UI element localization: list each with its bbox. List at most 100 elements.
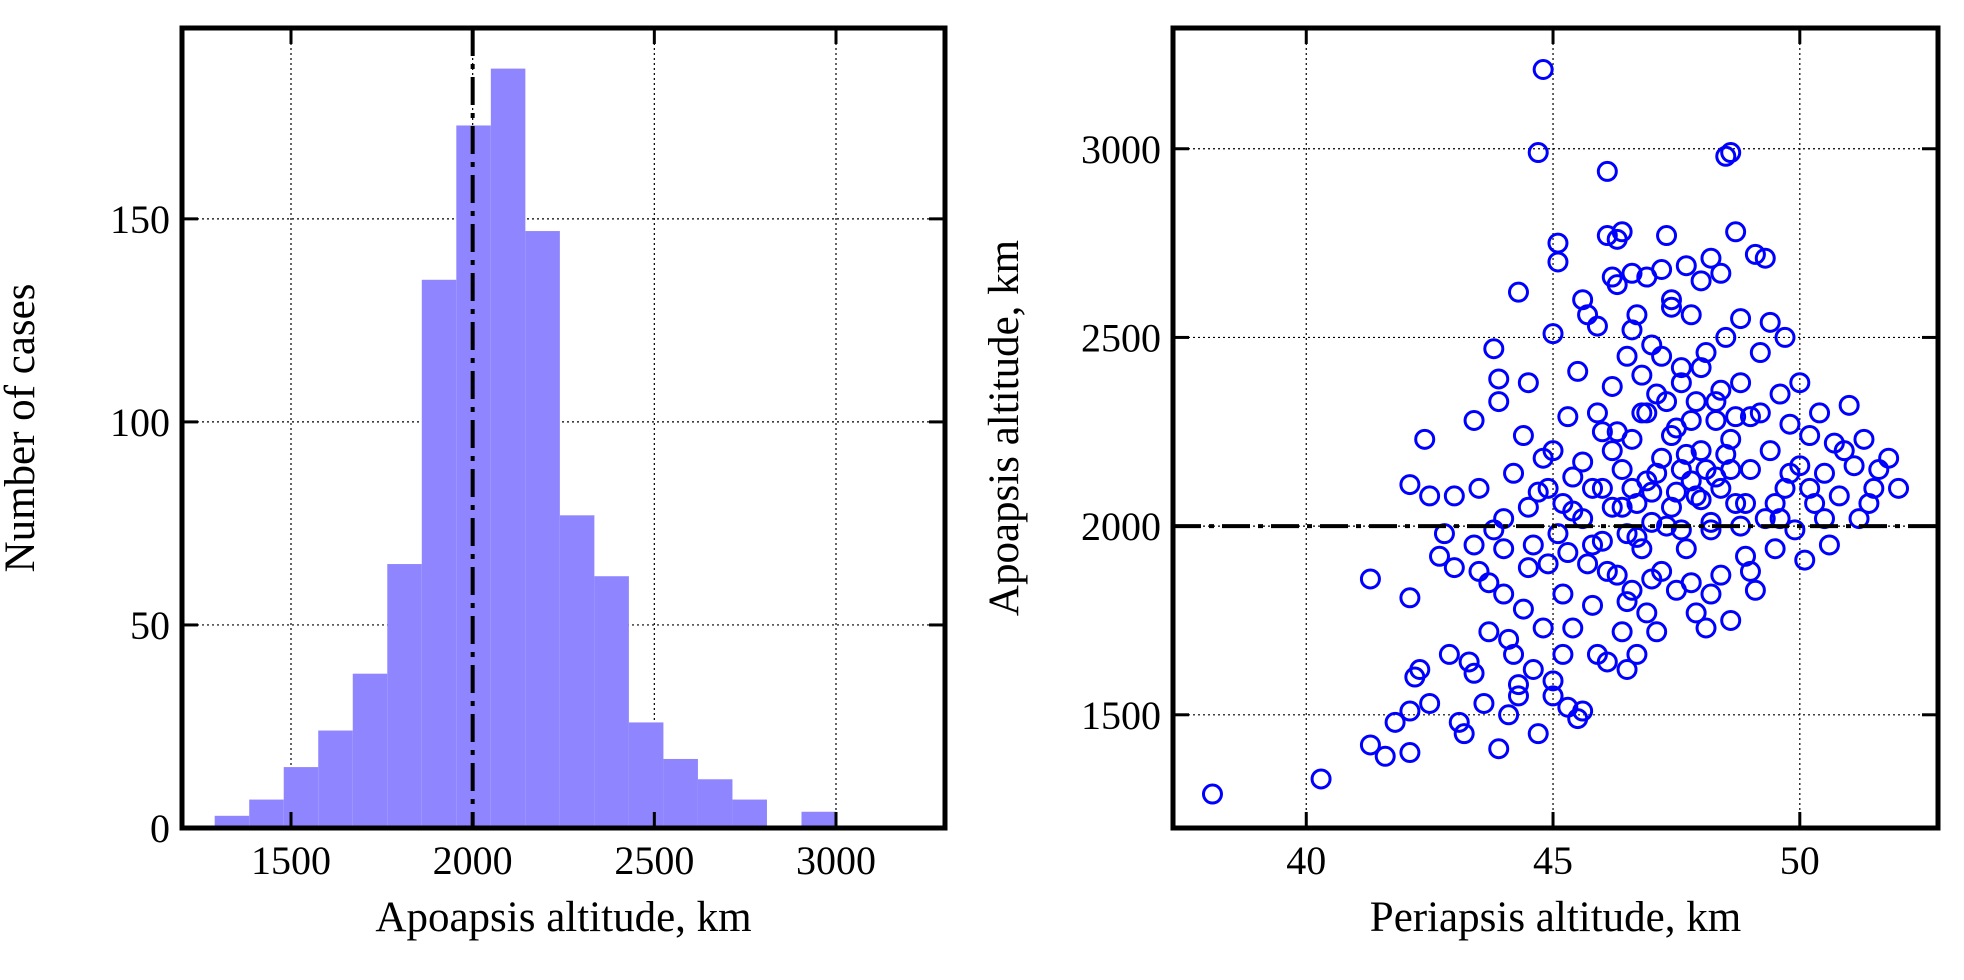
scatter-point bbox=[1547, 232, 1569, 254]
scatter-point bbox=[1537, 553, 1559, 575]
scatter-point bbox=[1517, 372, 1539, 394]
histogram-x-tick-labels: 1500 2000 2500 3000 bbox=[251, 838, 876, 883]
scatter-point bbox=[1596, 651, 1618, 673]
scatter-point bbox=[1463, 534, 1485, 556]
scatter-point bbox=[1779, 413, 1801, 435]
histogram-bar bbox=[663, 758, 698, 828]
scatter-point bbox=[1799, 425, 1821, 447]
scatter-point bbox=[1710, 564, 1732, 586]
scatter-point bbox=[1705, 409, 1727, 431]
scatter-point bbox=[1419, 485, 1441, 507]
scatter-point bbox=[1567, 360, 1589, 382]
scatter-point bbox=[1468, 477, 1490, 499]
scatter-point bbox=[1641, 481, 1663, 503]
scatter-point bbox=[1527, 142, 1549, 164]
histogram-bars bbox=[214, 68, 836, 829]
scatter-point bbox=[1715, 145, 1737, 167]
scatter-point bbox=[1680, 304, 1702, 326]
scatter-point bbox=[1493, 538, 1515, 560]
scatter-point bbox=[1478, 621, 1500, 643]
scatter-point bbox=[1749, 402, 1771, 424]
scatter-point bbox=[1695, 617, 1717, 639]
scatter-point bbox=[1483, 338, 1505, 360]
scatter-point bbox=[1735, 492, 1757, 514]
scatter-point bbox=[1843, 455, 1865, 477]
y-tick-label: 2000 bbox=[1081, 504, 1161, 549]
scatter-point bbox=[1572, 451, 1594, 473]
scatter-point bbox=[1675, 538, 1697, 560]
scatter-point bbox=[1527, 723, 1549, 745]
scatter-point bbox=[1680, 572, 1702, 594]
scatter-point bbox=[1853, 428, 1875, 450]
scatter-point bbox=[1310, 768, 1332, 790]
scatter-point bbox=[1685, 391, 1707, 413]
histogram-bar bbox=[594, 576, 629, 828]
scatter-point bbox=[1720, 142, 1742, 164]
histogram-frame bbox=[179, 25, 948, 831]
scatter-point bbox=[1636, 602, 1658, 624]
scatter-point bbox=[1562, 617, 1584, 639]
scatter-point bbox=[1621, 319, 1643, 341]
scatter-point bbox=[1631, 538, 1653, 560]
scatter-point bbox=[1557, 406, 1579, 428]
scatter-point bbox=[1359, 568, 1381, 590]
scatter-point bbox=[1577, 553, 1599, 575]
scatter-point bbox=[1656, 225, 1678, 247]
scatter-x-tick-labels: 40 45 50 bbox=[1286, 838, 1820, 883]
scatter-point bbox=[1636, 402, 1658, 424]
scatter-point bbox=[1448, 711, 1470, 733]
scatter-point bbox=[1582, 594, 1604, 616]
x-tick-label: 2500 bbox=[614, 838, 694, 883]
scatter-point bbox=[1725, 406, 1747, 428]
scatter-point bbox=[1690, 357, 1712, 379]
scatter-point bbox=[1557, 542, 1579, 564]
scatter-point bbox=[1611, 459, 1633, 481]
scatter-point bbox=[1414, 428, 1436, 450]
scatter-point bbox=[1552, 643, 1574, 665]
scatter-point bbox=[1670, 372, 1692, 394]
y-tick-label: 0 bbox=[150, 806, 170, 851]
scatter-point bbox=[1626, 526, 1648, 548]
scatter-point bbox=[1596, 225, 1618, 247]
scatter-point bbox=[1591, 530, 1613, 552]
scatter-point bbox=[1660, 296, 1682, 318]
scatter-point bbox=[1542, 440, 1564, 462]
scatter-point bbox=[1582, 534, 1604, 556]
scatter-point bbox=[1399, 700, 1421, 722]
scatter-point bbox=[1552, 492, 1574, 514]
scatter-point bbox=[1488, 738, 1510, 760]
scatter-point bbox=[1542, 685, 1564, 707]
scatter-point bbox=[1700, 519, 1722, 541]
scatter-point bbox=[1690, 270, 1712, 292]
scatter-point bbox=[1611, 496, 1633, 518]
scatter-point bbox=[1725, 492, 1747, 514]
scatter-point bbox=[1443, 485, 1465, 507]
scatter-point bbox=[1463, 409, 1485, 431]
scatter-point bbox=[1547, 523, 1569, 545]
scatter-point bbox=[1710, 477, 1732, 499]
scatter-point bbox=[1700, 511, 1722, 533]
y-tick-label: 3000 bbox=[1081, 127, 1161, 172]
scatter-point bbox=[1616, 591, 1638, 613]
scatter-point bbox=[1774, 326, 1796, 348]
scatter-point bbox=[1705, 391, 1727, 413]
scatter-point bbox=[1700, 247, 1722, 269]
histogram-bar bbox=[490, 68, 526, 829]
y-tick-label: 100 bbox=[110, 400, 170, 445]
scatter-point bbox=[1838, 394, 1860, 416]
histogram-bar bbox=[249, 799, 284, 828]
scatter-point bbox=[1759, 311, 1781, 333]
scatter-point bbox=[1409, 659, 1431, 681]
scatter-x-axis-label: Periapsis altitude, km bbox=[1370, 894, 1741, 941]
y-tick-label: 50 bbox=[130, 603, 170, 648]
scatter-point bbox=[1710, 262, 1732, 284]
y-tick-label: 150 bbox=[110, 197, 170, 242]
x-tick-label: 50 bbox=[1780, 838, 1820, 883]
scatter-point bbox=[1616, 659, 1638, 681]
scatter-point bbox=[1813, 462, 1835, 484]
histogram-bar bbox=[559, 515, 595, 828]
scatter-point bbox=[1419, 692, 1441, 714]
histogram-panel: 1500 2000 2500 3000 0 50 100 150 Apoapsis alti… bbox=[0, 25, 948, 941]
scatter-points bbox=[1201, 59, 1910, 805]
scatter-point bbox=[1799, 477, 1821, 499]
